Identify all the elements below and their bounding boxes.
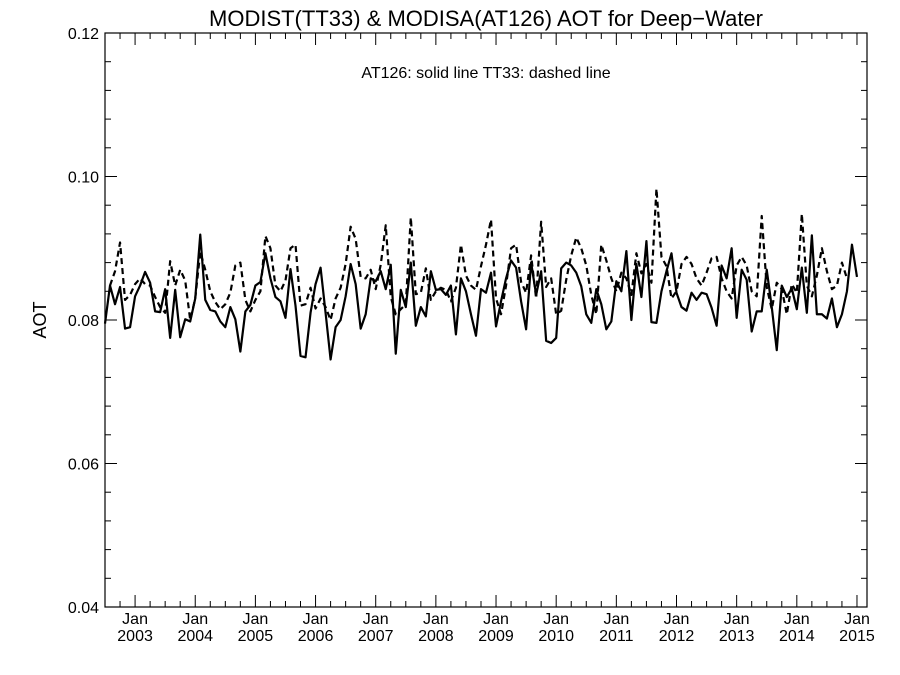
x-tick-month-label: Jan [724,611,750,628]
y-tick-label: 0.10 [68,170,99,187]
x-tick-year-label: 2015 [839,628,875,645]
x-tick-month-label: Jan [182,611,208,628]
x-tick-month-label: Jan [423,611,449,628]
x-tick-month-label: Jan [784,611,810,628]
series-line-at126 [103,233,859,361]
y-axis-label: AOT [30,301,50,338]
x-tick-year-label: 2011 [599,628,634,645]
x-tick-month-label: Jan [603,611,629,628]
y-tick-label: 0.12 [68,26,99,43]
x-tick-month-label: Jan [543,611,569,628]
series-layer [103,187,859,361]
x-tick-month-label: Jan [664,611,690,628]
x-tick-month-label: Jan [242,611,268,628]
x-tick-month-label: Jan [363,611,389,628]
x-tick-year-label: 2003 [117,628,153,645]
x-tick-month-label: Jan [122,611,148,628]
x-tick-year-label: 2004 [177,628,213,645]
x-tick-year-label: 2005 [238,628,274,645]
series-style-annotation: AT126: solid line TT33: dashed line [361,65,610,82]
y-tick-label: 0.08 [68,313,99,330]
x-tick-month-label: Jan [303,611,329,628]
series-line-tt33 [108,187,848,322]
x-tick-month-label: Jan [844,611,870,628]
x-tick-month-label: Jan [483,611,509,628]
x-tick-year-label: 2014 [779,628,815,645]
y-tick-label: 0.06 [68,457,99,474]
x-tick-year-label: 2008 [418,628,454,645]
x-tick-year-label: 2013 [719,628,755,645]
y-tick-label: 0.04 [68,600,99,617]
x-tick-year-label: 2006 [298,628,334,645]
x-axis: Jan2003Jan2004Jan2005Jan2006Jan2007Jan20… [104,33,875,645]
chart-title: MODIST(TT33) & MODISA(AT126) AOT for Dee… [209,6,763,31]
x-tick-year-label: 2009 [478,628,514,645]
x-tick-year-label: 2007 [358,628,394,645]
x-tick-year-label: 2010 [538,628,574,645]
x-tick-year-label: 2012 [659,628,695,645]
y-axis: 0.04 0.06 0.08 0.10 0.12 [68,26,867,617]
